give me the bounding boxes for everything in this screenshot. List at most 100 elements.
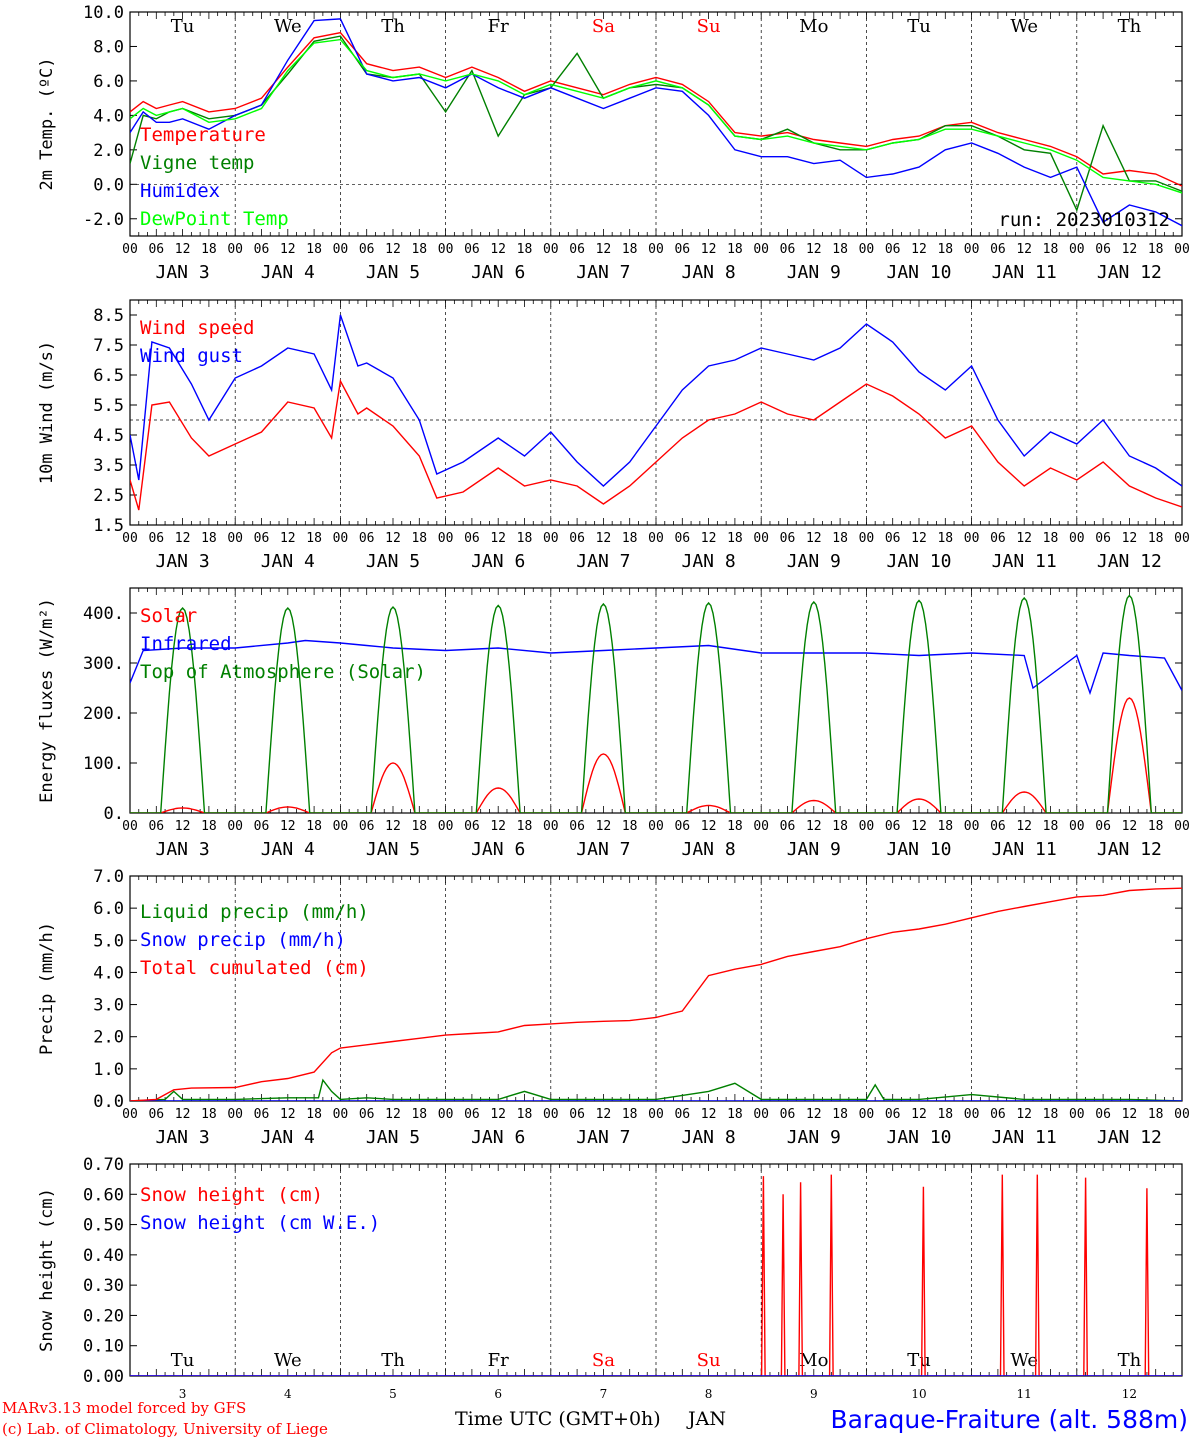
weekday-label: Mo bbox=[799, 16, 828, 37]
date-label: JAN 12 bbox=[1097, 262, 1162, 283]
hour-tick-label: 18 bbox=[201, 242, 217, 257]
hour-tick-label: 06 bbox=[885, 531, 901, 546]
hour-tick-label: 12 bbox=[175, 242, 191, 257]
series-group bbox=[130, 594, 1182, 813]
hour-tick-label: 12 bbox=[1016, 531, 1032, 546]
date-label: JAN 8 bbox=[682, 1127, 736, 1148]
hour-tick-label: 12 bbox=[701, 819, 717, 834]
hour-tick-label: 06 bbox=[990, 242, 1006, 257]
hour-tick-label: 18 bbox=[201, 819, 217, 834]
hour-tick-label: 00 bbox=[122, 242, 138, 257]
weekday-label: Su bbox=[697, 16, 721, 37]
hour-tick-label: 06 bbox=[148, 531, 164, 546]
hour-tick-label: 00 bbox=[227, 819, 243, 834]
hour-tick-label: 12 bbox=[911, 1107, 927, 1122]
hour-tick-label: 18 bbox=[306, 819, 322, 834]
panel-temp: 10.0 8.0 6.0 4.0 2.0 0.0 -2.0 2m Temp. (ºC) 00 06… bbox=[37, 3, 1190, 283]
hour-tick-label: 18 bbox=[1148, 242, 1164, 257]
date-label: JAN 5 bbox=[366, 262, 420, 283]
y-tick-label: 7.0 bbox=[93, 867, 124, 887]
weekday-label: Th bbox=[1118, 16, 1142, 37]
y-tick-label: -2.0 bbox=[83, 210, 124, 230]
hour-tick-label: 06 bbox=[359, 242, 375, 257]
date-label: JAN 3 bbox=[156, 1127, 210, 1148]
y-tick-label: 5.0 bbox=[93, 931, 124, 951]
legend-entry: Infrared bbox=[140, 633, 232, 655]
hour-tick-label: 06 bbox=[885, 1107, 901, 1122]
hour-tick-label: 18 bbox=[727, 819, 743, 834]
hour-tick-label: 12 bbox=[490, 819, 506, 834]
hour-tick-label: 18 bbox=[1148, 819, 1164, 834]
hour-tick-label: 12 bbox=[1016, 242, 1032, 257]
hour-tick-label: 00 bbox=[964, 242, 980, 257]
y-tick-label: 400. bbox=[83, 604, 124, 624]
y-axis-label: 10m Wind (m/s) bbox=[37, 341, 57, 484]
hour-tick-label: 12 bbox=[385, 819, 401, 834]
hour-tick-label: 12 bbox=[1016, 819, 1032, 834]
y-tick-label: 0.00 bbox=[83, 1367, 124, 1387]
hour-tick-label: 12 bbox=[596, 531, 612, 546]
hour-tick-label: 00 bbox=[859, 819, 875, 834]
hour-tick-label: 06 bbox=[885, 242, 901, 257]
weekday-label: Th bbox=[381, 16, 405, 37]
hour-tick-label: 06 bbox=[464, 1107, 480, 1122]
series-line-solar bbox=[130, 697, 1182, 813]
hour-tick-label: 00 bbox=[543, 242, 559, 257]
hour-tick-label: 12 bbox=[490, 1107, 506, 1122]
weekday-label: We bbox=[274, 16, 302, 37]
weekday-label: Tu bbox=[171, 1350, 195, 1371]
hour-tick-label: 18 bbox=[201, 531, 217, 546]
date-label: JAN 12 bbox=[1097, 551, 1162, 572]
hour-tick-label: 12 bbox=[596, 1107, 612, 1122]
hour-tick-label: 00 bbox=[438, 242, 454, 257]
hour-tick-label: 00 bbox=[648, 819, 664, 834]
date-label: JAN 5 bbox=[366, 1127, 420, 1148]
legend-entry: Top of Atmosphere (Solar) bbox=[140, 661, 426, 683]
hour-tick-label: 06 bbox=[780, 242, 796, 257]
hour-tick-label: 06 bbox=[990, 531, 1006, 546]
panel-wind: 8.5 7.5 6.5 5.5 4.5 3.5 2.5 1.5 10m Wind (m/s) 00… bbox=[37, 299, 1190, 572]
hour-tick-label: 18 bbox=[306, 242, 322, 257]
hour-tick-label: 12 bbox=[280, 531, 296, 546]
hour-tick-label: 06 bbox=[780, 819, 796, 834]
hour-tick-label: 00 bbox=[1069, 819, 1085, 834]
date-label: JAN 7 bbox=[576, 551, 630, 572]
date-label: JAN 7 bbox=[576, 839, 630, 860]
hour-tick-label: 12 bbox=[596, 242, 612, 257]
hour-tick-label: 00 bbox=[964, 531, 980, 546]
day-number-label: 7 bbox=[600, 1387, 608, 1401]
day-number-label: 6 bbox=[494, 1387, 502, 1401]
y-tick-label: 0.50 bbox=[83, 1216, 124, 1236]
date-label: JAN 7 bbox=[576, 262, 630, 283]
hour-tick-label: 06 bbox=[359, 531, 375, 546]
date-label: JAN 11 bbox=[992, 839, 1057, 860]
y-tick-label: 7.5 bbox=[93, 336, 124, 356]
day-number-label: 10 bbox=[911, 1387, 926, 1401]
legend-entry: Snow precip (mm/h) bbox=[140, 929, 346, 951]
series-line-humidex bbox=[130, 18, 1182, 227]
hour-tick-label: 00 bbox=[1069, 1107, 1085, 1122]
hour-tick-label: 06 bbox=[1095, 531, 1111, 546]
y-axis-label: Energy fluxes (W/m²) bbox=[37, 598, 57, 803]
y-tick-label: 3.0 bbox=[93, 996, 124, 1016]
hour-tick-label: 18 bbox=[937, 531, 953, 546]
hour-tick-label: 18 bbox=[306, 1107, 322, 1122]
y-tick-label: 4.5 bbox=[93, 426, 124, 446]
hour-tick-label: 00 bbox=[333, 242, 349, 257]
legend-entry: Snow height (cm W.E.) bbox=[140, 1212, 380, 1234]
hour-tick-label: 12 bbox=[806, 531, 822, 546]
y-tick-label: 0.40 bbox=[83, 1246, 124, 1266]
y-tick-label: 6.0 bbox=[93, 899, 124, 919]
y-tick-label: 6.5 bbox=[93, 366, 124, 386]
hour-tick-label: 12 bbox=[701, 531, 717, 546]
y-tick-label: 300. bbox=[83, 654, 124, 674]
y-tick-label: 5.5 bbox=[93, 396, 124, 416]
hour-tick-label: 18 bbox=[622, 819, 638, 834]
hour-tick-label: 06 bbox=[464, 242, 480, 257]
hour-tick-label: 18 bbox=[517, 1107, 533, 1122]
hour-tick-label: 00 bbox=[648, 1107, 664, 1122]
hour-tick-label: 00 bbox=[122, 531, 138, 546]
day-number-label: 3 bbox=[179, 1387, 187, 1401]
hour-tick-label: 00 bbox=[859, 242, 875, 257]
